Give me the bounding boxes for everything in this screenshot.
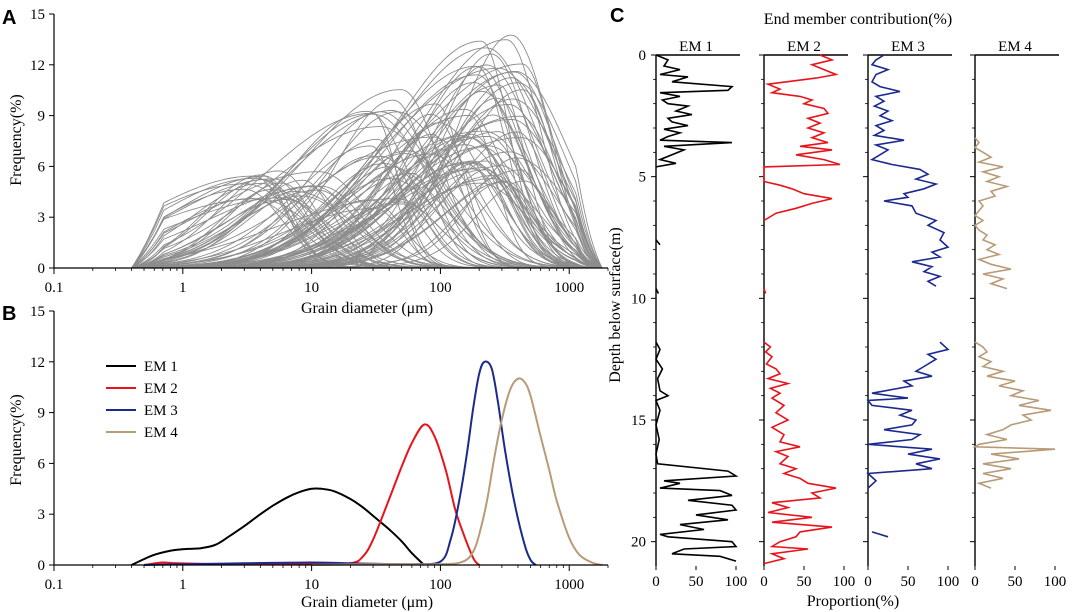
- panel-a-ytick-label: 3: [38, 210, 46, 226]
- panel-b-xtick-label: 1: [179, 577, 187, 593]
- panel-b-ytick-label: 0: [38, 558, 46, 574]
- panel-a-letter: A: [2, 7, 16, 29]
- legend-label-em1: EM 1: [144, 359, 178, 375]
- panel-c-letter: C: [610, 5, 624, 27]
- panel-b-letter: B: [2, 303, 16, 325]
- panel-b-ytick-label: 6: [38, 456, 46, 472]
- track-prop-tick-label: 50: [1008, 574, 1023, 590]
- panel-b-ytick-label: 12: [30, 355, 45, 371]
- panel-a-sample-curve: [131, 111, 603, 269]
- panel-b-ylabel: Frequency(%): [8, 394, 25, 486]
- legend-label-em2: EM 2: [144, 381, 178, 397]
- track-title-em1: EM 1: [679, 39, 713, 55]
- panel-c-ylabel: Depth below surface(m): [607, 227, 624, 383]
- panel-b-ytick-label: 9: [38, 406, 46, 422]
- track-prop-tick-label: 100: [725, 574, 748, 590]
- track-prop-tick-label: 100: [1044, 574, 1067, 590]
- panel-b-xlabel: Grain diameter (μm): [301, 594, 433, 611]
- track-title-em2: EM 2: [787, 39, 821, 55]
- panel-a-xtick-label: 1000: [554, 280, 584, 296]
- panel-a-sample-curve: [131, 115, 603, 269]
- panel-a-curves: [131, 34, 603, 269]
- panel-b-axes: 0 3 6 9 12 15 0.1 1 10 100 1000: [30, 304, 609, 593]
- depth-tick-label: 15: [631, 413, 646, 429]
- depth-tick-label: 10: [631, 291, 646, 307]
- panel-a-sample-curve: [131, 63, 603, 269]
- panel-b-series-em3: [143, 360, 537, 566]
- panel-b-ytick-label: 3: [38, 507, 46, 523]
- track-prop-tick-label: 0: [652, 574, 660, 590]
- panel-a-ytick-label: 6: [38, 159, 46, 175]
- track-prop-tick-label: 50: [689, 574, 704, 590]
- panel-a-axes: 0 3 6 9 12 15 0.1 1 10 100 1000: [30, 7, 609, 296]
- panel-b: B 0 3 6 9 12 15 0.1 1 10 100 1000 EM 1 EM 2 EM 3 EM 4…: [2, 303, 609, 611]
- track-em3: EM 3 0 50 100: [863, 39, 959, 590]
- panel-a-xtick-label: 10: [304, 280, 319, 296]
- track-em1: EM 1 0 5 10 15 20 0 50 100: [631, 39, 747, 590]
- panel-a-ytick-label: 12: [30, 58, 45, 74]
- panel-b-ytick-label: 15: [30, 304, 45, 320]
- track-em3-profile: [869, 54, 950, 287]
- panel-a-sample-curve: [131, 137, 603, 269]
- track-em2-profile: [763, 341, 837, 565]
- track-em4-profile: [973, 137, 1012, 290]
- track-prop-tick-label: 0: [864, 574, 872, 590]
- panel-a-ytick-label: 0: [38, 261, 46, 277]
- track-em3-profile: [871, 531, 889, 538]
- panel-b-series-em2: [143, 423, 480, 566]
- track-prop-tick-label: 0: [760, 574, 768, 590]
- track-em4: EM 4 0 50 100: [970, 39, 1066, 590]
- track-prop-tick-label: 50: [797, 574, 812, 590]
- track-prop-tick-label: 50: [901, 574, 916, 590]
- track-em1-profile: [655, 54, 734, 168]
- depth-tick-label: 20: [631, 535, 646, 551]
- depth-tick-label: 5: [639, 170, 647, 186]
- panel-a-ytick-label: 9: [38, 109, 46, 125]
- panel-a-xtick-label: 1: [179, 280, 187, 296]
- panel-b-xtick-label: 100: [429, 577, 452, 593]
- panel-b-xtick-label: 10: [304, 577, 319, 593]
- panel-a-xtick-label: 100: [429, 280, 452, 296]
- track-em2: EM 2 0 50 100: [759, 39, 855, 590]
- panel-a-sample-curve: [131, 67, 603, 269]
- panel-a-ytick-label: 15: [30, 7, 45, 23]
- track-title-em4: EM 4: [998, 39, 1032, 55]
- depth-tick-label: 0: [639, 48, 647, 64]
- panel-a-xlabel: Grain diameter (μm): [301, 300, 433, 317]
- track-em3-profile: [866, 341, 950, 489]
- legend-label-em3: EM 3: [144, 403, 178, 419]
- panel-a-ylabel: Frequency(%): [8, 94, 25, 186]
- panel-c-title: End member contribution(%): [764, 11, 952, 28]
- track-em1-profile: [654, 341, 739, 562]
- panel-a-sample-curve: [131, 168, 603, 269]
- panel-a-sample-curve: [131, 113, 603, 269]
- track-em1-profile: [655, 239, 661, 246]
- panel-b-legend: EM 1 EM 2 EM 3 EM 4: [106, 359, 178, 441]
- panel-c: C End member contribution(%) Depth below…: [607, 5, 1066, 610]
- panel-c-xlabel: Proportion(%): [807, 593, 899, 610]
- legend-label-em4: EM 4: [144, 425, 178, 441]
- panel-b-series-em4: [311, 377, 603, 566]
- track-prop-tick-label: 100: [833, 574, 856, 590]
- track-em2-profile: [763, 288, 767, 294]
- panel-a-xtick-label: 0.1: [45, 280, 64, 296]
- panel-a-sample-curve: [131, 34, 603, 269]
- track-em4-profile: [972, 341, 1056, 489]
- track-prop-tick-label: 100: [937, 574, 960, 590]
- track-em2-profile: [763, 54, 841, 222]
- panel-b-series-em1: [131, 487, 426, 566]
- track-title-em3: EM 3: [891, 39, 925, 55]
- track-em1-profile: [655, 288, 660, 294]
- panel-b-xtick-label: 0.1: [45, 577, 64, 593]
- panel-b-curves: [131, 360, 603, 566]
- track-prop-tick-label: 0: [971, 574, 979, 590]
- panel-b-xtick-label: 1000: [554, 577, 584, 593]
